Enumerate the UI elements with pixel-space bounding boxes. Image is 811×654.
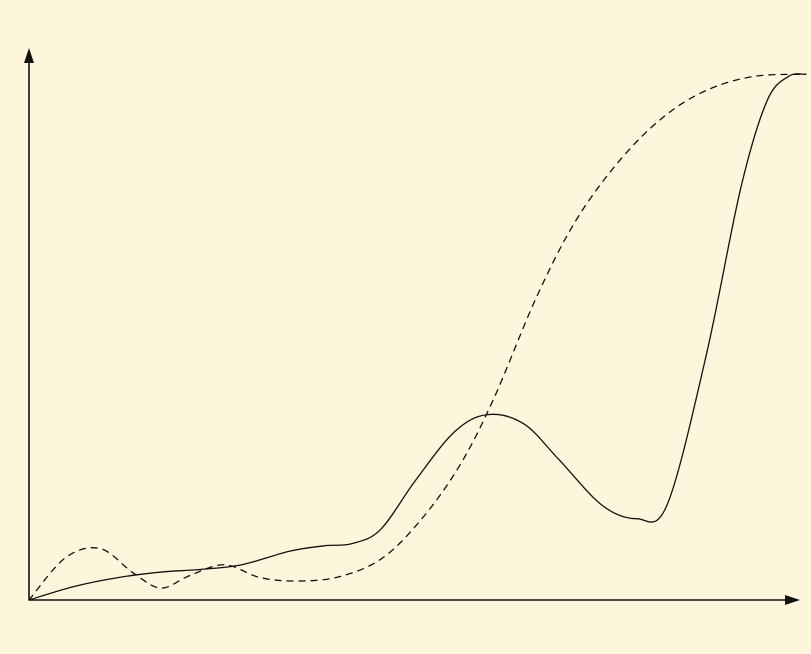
axes xyxy=(24,48,800,605)
series-layer xyxy=(28,73,807,601)
x-axis-arrow xyxy=(785,595,800,605)
series-line-1-solid xyxy=(28,73,807,601)
series-line-2-dashed xyxy=(28,73,807,601)
y-axis-arrow xyxy=(24,48,34,63)
